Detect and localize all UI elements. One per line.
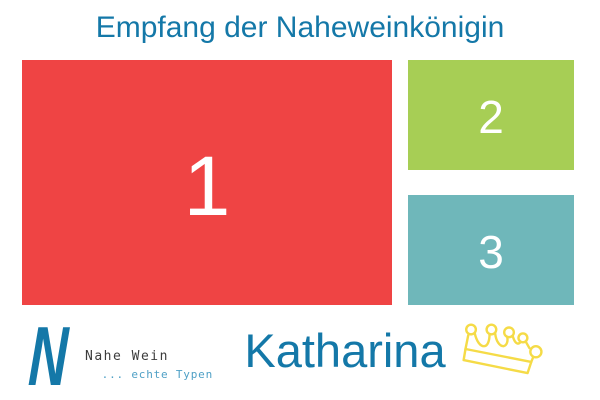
queen-name: Katharina <box>244 324 446 377</box>
placeholder-tile-2[interactable]: 2 <box>408 60 574 170</box>
placeholder-tile-1[interactable]: 1 <box>22 60 392 305</box>
logo-brand-text: Nahe Wein <box>85 349 169 364</box>
nahe-wein-logo: Nahe Wein ... echte Typen <box>85 349 213 381</box>
nahe-wein-logo-letter: N <box>26 309 70 400</box>
slide-title: Empfang der Naheweinkönigin <box>95 11 505 44</box>
tile-1-number: 1 <box>183 139 231 233</box>
logo-tagline-text: ... echte Typen <box>101 368 213 381</box>
crown-outline <box>462 323 543 375</box>
placeholder-tile-3[interactable]: 3 <box>408 195 574 305</box>
crown-icon <box>462 323 543 375</box>
tile-2-number: 2 <box>478 91 504 143</box>
tile-3-number: 3 <box>478 226 504 278</box>
